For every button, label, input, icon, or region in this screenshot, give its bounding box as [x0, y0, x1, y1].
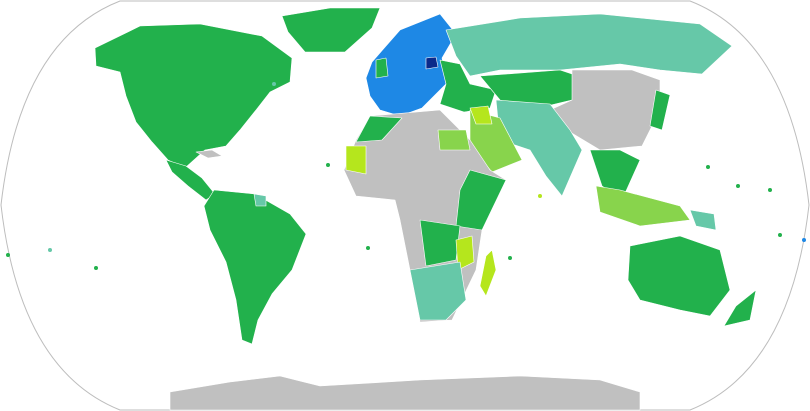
island-dot	[538, 194, 542, 198]
island-dot	[706, 165, 710, 169]
region-antarctica	[169, 375, 641, 411]
region-mozambique	[455, 235, 475, 271]
island-dot	[736, 184, 740, 188]
island-dot	[778, 233, 782, 237]
region-egypt	[437, 129, 471, 151]
region-mauritania	[345, 145, 367, 175]
region-lithuania	[425, 56, 439, 70]
island-dot	[802, 238, 806, 242]
region-europe-eu	[365, 13, 457, 117]
island-dot	[326, 163, 330, 167]
region-madagascar	[479, 249, 497, 297]
region-central-africa	[419, 219, 461, 267]
region-north-america	[94, 23, 293, 169]
region-russia	[445, 13, 733, 77]
region-iraq	[469, 105, 493, 125]
island-dot	[94, 266, 98, 270]
region-south-america	[203, 189, 307, 345]
region-china-mongolia	[549, 69, 661, 151]
island-dot	[366, 246, 370, 250]
island-dot	[508, 256, 512, 260]
region-eastern-europe-turkey	[439, 59, 497, 113]
region-southern-africa	[409, 261, 467, 321]
island-dot	[6, 253, 10, 257]
region-morocco	[355, 115, 403, 143]
region-indonesia	[595, 185, 691, 227]
region-japan	[649, 89, 671, 131]
island-dot	[768, 188, 772, 192]
region-uk	[375, 57, 389, 79]
region-new-zealand	[723, 289, 757, 327]
region-guianas	[253, 193, 267, 207]
island-dot	[272, 82, 276, 86]
region-east-africa	[455, 169, 507, 231]
region-papua-new-guinea	[689, 209, 717, 231]
region-africa	[343, 109, 507, 323]
region-cuba	[195, 149, 223, 159]
region-australia	[627, 235, 731, 317]
region-southeast-asia	[589, 149, 641, 201]
region-greenland	[281, 7, 381, 53]
island-dot	[48, 248, 52, 252]
